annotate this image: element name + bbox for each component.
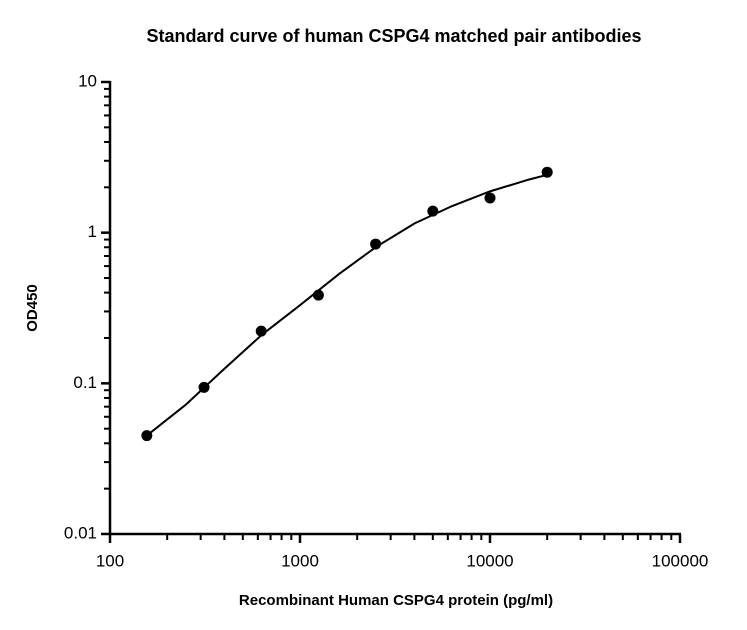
y-tick-label: 1 bbox=[88, 222, 97, 241]
x-tick-label: 1000 bbox=[281, 551, 319, 570]
x-tick-label: 100 bbox=[96, 551, 124, 570]
y-axis-label: OD450 bbox=[24, 284, 41, 332]
y-tick-label: 0.1 bbox=[73, 373, 97, 392]
data-point bbox=[370, 238, 382, 250]
fit-curve bbox=[146, 173, 548, 437]
data-point bbox=[484, 192, 496, 204]
chart-title: Standard curve of human CSPG4 matched pa… bbox=[146, 26, 641, 46]
y-tick-label: 10 bbox=[78, 71, 97, 90]
x-tick-label: 10000 bbox=[466, 551, 513, 570]
x-tick-label: 100000 bbox=[652, 551, 709, 570]
y-tick-label: 0.01 bbox=[64, 523, 97, 542]
x-axis-label: Recombinant Human CSPG4 protein (pg/ml) bbox=[239, 592, 553, 609]
